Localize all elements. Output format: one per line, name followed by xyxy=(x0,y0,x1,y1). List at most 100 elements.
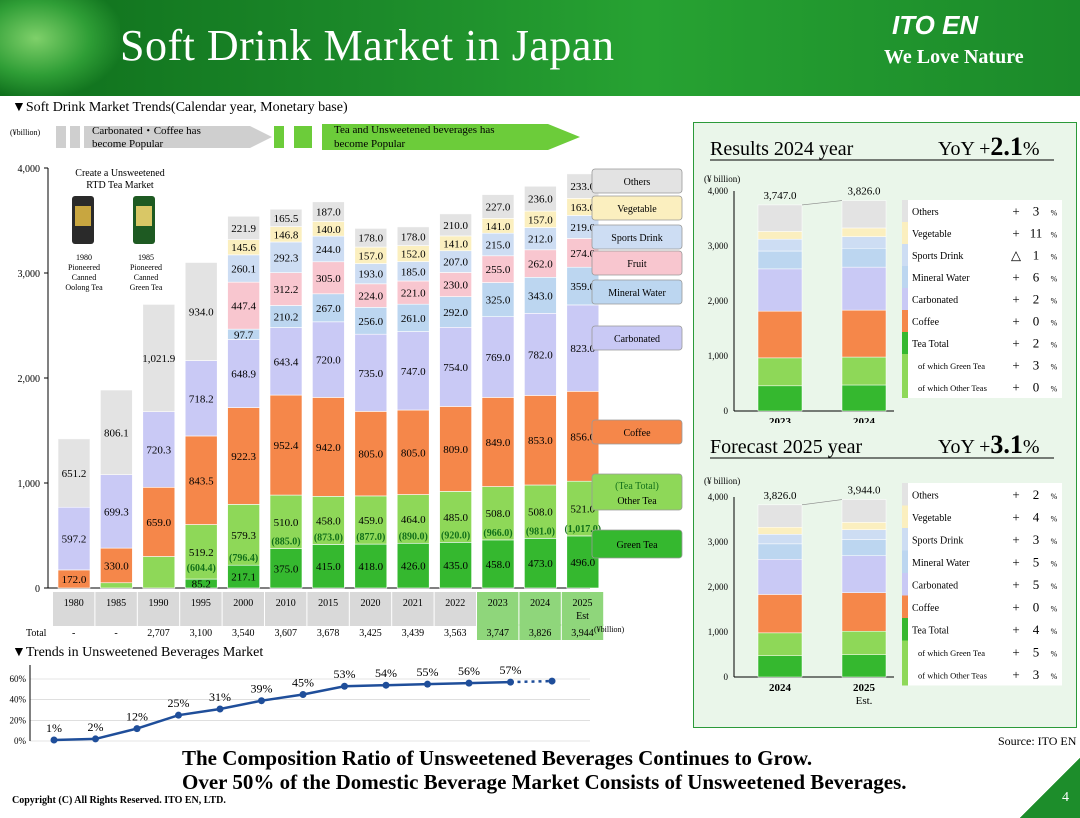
total-cell xyxy=(477,624,519,640)
line-point-label: 55% xyxy=(417,665,439,679)
yoy-unit: % xyxy=(1051,514,1058,523)
copyright: Copyright (C) All Rights Reserved. ITO E… xyxy=(12,795,226,806)
yoy-unit: % xyxy=(1051,208,1058,217)
y-tick-label: 3,000 xyxy=(18,269,41,280)
results-2024-chart: Results 2024 year YoY +2.1% (¥ billion) 0 1,… xyxy=(704,132,1062,428)
bar-segment-carbonated xyxy=(57,506,91,571)
data-label-others: 806.1 xyxy=(104,427,129,439)
data-label-sports-drink: 207.0 xyxy=(443,257,468,269)
bar-segment-others xyxy=(481,194,515,219)
header-banner xyxy=(0,0,1080,96)
line-point xyxy=(382,681,390,689)
bar-segment-mineral-water xyxy=(524,277,557,314)
yoy-swatch xyxy=(902,573,908,596)
data-label-fruit: 230.0 xyxy=(443,280,468,292)
annotation-item: Green Tea xyxy=(130,283,163,292)
total-cell xyxy=(519,624,561,640)
yoy-value: 0 xyxy=(1033,599,1040,614)
line-point-label: 12% xyxy=(126,710,148,724)
x-tick-label: 2024 xyxy=(530,598,550,609)
bar-segment-carbonated xyxy=(354,333,388,412)
line-point-label: 53% xyxy=(334,667,356,681)
bar-segment-other-tea xyxy=(100,582,133,589)
yoy-label: Others xyxy=(912,207,939,218)
category-cell xyxy=(53,592,95,626)
leaf-decoration xyxy=(0,0,120,96)
total-value: 3,425 xyxy=(359,628,382,639)
yoy-sign: + xyxy=(1012,644,1019,659)
data-label-fruit: 262.0 xyxy=(528,259,553,271)
tea-total-label: (877.0) xyxy=(356,532,385,543)
mini-connector xyxy=(801,499,843,506)
category-cell xyxy=(519,592,561,626)
data-label-others: 165.5 xyxy=(274,213,299,225)
yoy-swatch xyxy=(902,640,908,663)
bar-segment-mineral-water xyxy=(439,296,472,328)
data-label-others: 651.2 xyxy=(62,468,87,480)
data-label-fruit: 255.0 xyxy=(486,264,511,276)
mini-bar-carbonated xyxy=(841,266,887,311)
bar-segment-others xyxy=(354,228,388,248)
mini-chart-yoy: YoY +3.1% xyxy=(938,430,1040,459)
bar-segment-carbonated xyxy=(269,327,303,396)
yoy-sign: + xyxy=(1012,313,1019,328)
bar-segment-fruit xyxy=(524,249,557,278)
data-label-carbonated: 747.0 xyxy=(401,366,426,378)
unsweetened-ratio-chart: 0% 20% 40% 60% 1% 2% 12% 25% 31% 39% 45% 53% 54% 55% 5… xyxy=(10,663,590,746)
yoy-value: 2 xyxy=(1033,291,1040,306)
yoy-label: of which Other Teas xyxy=(918,670,987,680)
line-point-label: 1% xyxy=(46,721,62,735)
line-point-label: 31% xyxy=(209,690,231,704)
page-number: 4 xyxy=(1062,790,1069,805)
data-label-mineral-water: 343.0 xyxy=(528,290,553,302)
mini-bar-carbonated xyxy=(757,559,803,595)
data-label-green-tea: 458.0 xyxy=(486,559,511,571)
x-tick-label: 1980 xyxy=(64,598,84,609)
yoy-unit: % xyxy=(1051,559,1058,568)
grey-arrow-label: become Popular xyxy=(92,138,164,150)
yoy-sign: + xyxy=(1012,577,1019,592)
bar-segment-carbonated xyxy=(312,321,345,398)
x-tick-label: 2025 xyxy=(573,598,593,609)
data-label-green-tea: 217.1 xyxy=(231,572,256,584)
yoy-sign: + xyxy=(1012,554,1019,569)
legend-label-carbonated: Carbonated xyxy=(614,334,660,345)
tea-total-label: (885.0) xyxy=(271,537,300,548)
yoy-value: 5 xyxy=(1033,577,1040,592)
green-arrow-block xyxy=(294,126,312,148)
legend-label-vegetable: Vegetable xyxy=(617,204,657,215)
category-cell xyxy=(222,592,264,626)
bar-segment-mineral-water xyxy=(481,282,515,317)
legend-coffee xyxy=(591,419,683,445)
mini-bar-carbonated xyxy=(841,555,887,593)
mini-bar-coffee xyxy=(841,592,887,632)
bar-segment-other-tea xyxy=(439,491,472,543)
yoy-unit: % xyxy=(1051,318,1058,327)
yoy-unit: % xyxy=(1051,252,1058,261)
data-label-coffee: 952.4 xyxy=(274,440,299,452)
yoy-label: Mineral Water xyxy=(912,273,970,284)
bar-segment-carbonated xyxy=(481,316,515,398)
mini-y-tick-label: 1,000 xyxy=(708,627,729,637)
total-value: 3,826 xyxy=(529,628,552,639)
totals-label: Total xyxy=(26,628,47,639)
yoy-value: 0 xyxy=(1033,379,1040,394)
yoy-value: 3 xyxy=(1033,203,1040,218)
grey-arrow-block xyxy=(56,126,66,148)
mini-bar-mineral-water xyxy=(841,539,887,556)
conclusion-line-1: The Composition Ratio of Unsweetened Bev… xyxy=(182,746,813,770)
bar-segment-others xyxy=(439,213,472,237)
yoy-label: of which Green Tea xyxy=(918,648,985,658)
total-value: 3,747 xyxy=(486,628,509,639)
green-arrow xyxy=(322,124,580,150)
mini-y-tick-label: 2,000 xyxy=(708,296,729,306)
line-y-tick-label: 0% xyxy=(14,736,27,746)
legend-carbonated xyxy=(591,325,683,351)
legend-others xyxy=(591,168,683,194)
yoy-sign: △ xyxy=(1011,247,1021,262)
line-series xyxy=(53,680,511,742)
mini-y-tick-label: 3,000 xyxy=(708,537,729,547)
y-tick-label: 4,000 xyxy=(18,164,41,175)
data-label-green-tea: 473.0 xyxy=(528,558,553,570)
line-point-label: 39% xyxy=(251,682,273,696)
